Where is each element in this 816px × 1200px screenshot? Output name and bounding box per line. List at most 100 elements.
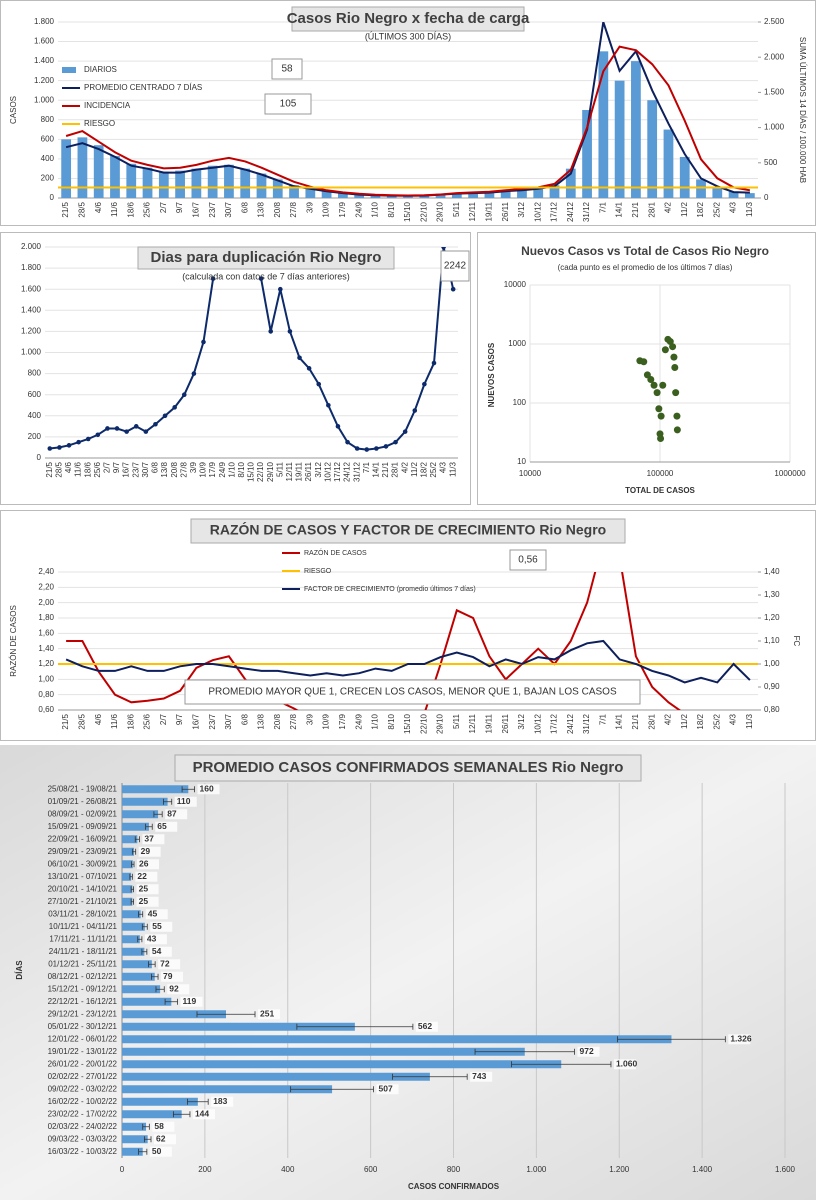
- y-tick-label: 1,80: [38, 613, 54, 622]
- y-tick-label: 15/12/21 - 09/12/21: [48, 984, 118, 993]
- x-tick-label: 21/1: [631, 713, 640, 729]
- annotation-box: [509, 549, 547, 571]
- x-tick-label: 26/11: [501, 713, 510, 733]
- x-tick-label: 600: [364, 1165, 378, 1174]
- bar: [122, 810, 159, 819]
- x-tick-label: 5/11: [452, 713, 461, 729]
- annotation-box: [271, 58, 303, 80]
- error-bar: [134, 836, 140, 843]
- bar: [122, 947, 145, 956]
- data-label-box: [144, 934, 167, 945]
- x-tick-label: 29/10: [436, 201, 445, 222]
- x-tick-label: 22/10: [419, 713, 428, 734]
- y-tick-label: 400: [41, 154, 55, 163]
- y-tick-label: 1,40: [38, 644, 54, 653]
- x-tick-label: 8/10: [387, 713, 396, 729]
- x-tick-label: 8/10: [237, 461, 246, 477]
- marker: [422, 381, 427, 387]
- data-label-box: [613, 1059, 636, 1070]
- point: [653, 389, 661, 397]
- y-tick-label: 1,20: [38, 659, 54, 668]
- x-tick-label: 11/2: [680, 201, 689, 217]
- bar: [142, 167, 153, 198]
- y-tick-label: 08/12/21 - 02/12/21: [48, 972, 118, 981]
- bar: [338, 192, 348, 198]
- annotation-box: [264, 93, 312, 115]
- x-tick-label: 14/1: [615, 713, 624, 729]
- marker: [345, 439, 350, 445]
- bar: [435, 194, 446, 198]
- panel: [0, 232, 471, 505]
- x-tick-label: 16/7: [122, 461, 131, 477]
- error-bar: [131, 861, 135, 868]
- bar: [419, 195, 430, 198]
- x-tick-label: 23/7: [208, 201, 217, 217]
- x-tick-label: 28/1: [391, 461, 400, 477]
- bar: [728, 191, 739, 198]
- data-label: 743: [472, 1071, 486, 1081]
- bar: [122, 785, 189, 794]
- bar: [500, 190, 511, 198]
- x-tick-label: 25/6: [93, 461, 102, 477]
- error-bar: [474, 1048, 575, 1055]
- x-tick-label: 14/1: [371, 461, 380, 477]
- y-tick-label: 1.000: [21, 348, 42, 357]
- bar: [321, 190, 332, 198]
- x-tick-label: 21/5: [61, 201, 70, 217]
- chart-subtitle: (cada punto es el promedio de los último…: [558, 263, 733, 272]
- error-bar: [142, 1123, 150, 1130]
- legend-label: RAZÓN DE CASOS: [304, 548, 367, 557]
- x-tick-label: 26/11: [304, 461, 313, 481]
- bar: [122, 1085, 333, 1094]
- point: [673, 426, 681, 434]
- charts: 02004006008001.0001.2001.4001.6001.80005…: [9, 6, 807, 1191]
- y-tick-label: 400: [28, 411, 42, 420]
- bar: [122, 847, 135, 856]
- y2-tick-label: 2.000: [764, 52, 785, 61]
- bar: [712, 187, 723, 198]
- x-tick-label: 19/11: [295, 461, 304, 481]
- x-tick-label: 1/10: [371, 201, 380, 217]
- legend-label: RIESGO: [304, 568, 332, 575]
- error-bar: [141, 948, 148, 955]
- y-tick-label: 1.200: [34, 76, 55, 85]
- data-label-box: [158, 959, 181, 970]
- y-tick-label: 09/03/22 - 03/03/22: [48, 1134, 118, 1143]
- x-tick-label: 17/12: [550, 713, 559, 734]
- marker: [124, 429, 129, 434]
- error-bar: [153, 811, 163, 818]
- data-label: 87: [167, 809, 177, 819]
- y2-tick-label: 0: [764, 193, 769, 202]
- marker: [201, 339, 206, 345]
- bar: [122, 1022, 355, 1031]
- x-tick-label: 1.600: [775, 1165, 796, 1174]
- data-label: 183: [213, 1096, 227, 1106]
- x-tick-label: 14/1: [615, 201, 624, 217]
- x-tick-label: 29/10: [266, 461, 275, 482]
- point: [655, 405, 663, 413]
- x-tick-label: 11/3: [745, 201, 754, 217]
- x-tick-label: 17/12: [333, 461, 342, 482]
- x-tick-label: 1.400: [692, 1165, 713, 1174]
- marker: [47, 446, 53, 451]
- marker: [114, 426, 120, 431]
- marker: [57, 445, 62, 450]
- x-tick-label: 11/2: [410, 461, 419, 477]
- x-tick-label: 200: [198, 1165, 212, 1174]
- legend-label: DIARIOS: [84, 65, 117, 74]
- y-axis-label: DÍAS: [15, 960, 24, 980]
- y2-tick-label: 2.500: [764, 17, 785, 26]
- x-tick-label: 11/6: [74, 461, 83, 477]
- data-label-box: [470, 1071, 493, 1082]
- y-tick-label: 2,20: [38, 582, 54, 591]
- error-bar: [143, 1136, 152, 1143]
- bar: [744, 193, 755, 198]
- y-tick-label: 25/08/21 - 19/08/21: [48, 784, 118, 793]
- bar: [175, 170, 185, 198]
- x-tick-label: 21/1: [381, 461, 390, 477]
- x-tick-label: 1/10: [227, 461, 236, 477]
- y-tick-label: 0,60: [38, 705, 54, 714]
- y-tick-label: 16/03/22 - 10/03/22: [48, 1147, 118, 1156]
- data-label: 62: [156, 1134, 166, 1144]
